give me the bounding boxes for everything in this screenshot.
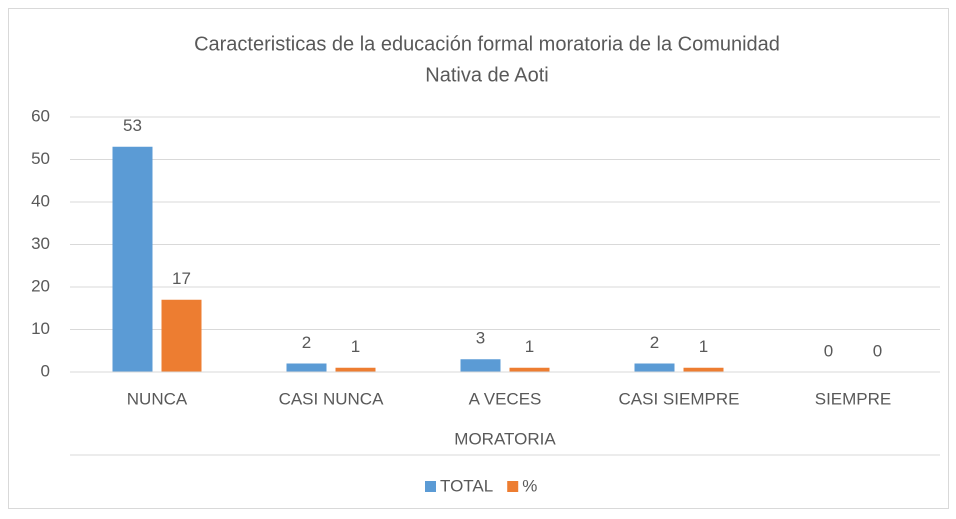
bar [509, 367, 550, 372]
y-tick-label: 50 [31, 149, 50, 168]
data-label: 1 [525, 337, 534, 356]
x-tick-label: SIEMPRE [815, 389, 892, 408]
data-label: 2 [650, 333, 659, 352]
legend-label: % [522, 476, 537, 495]
bar [683, 367, 724, 372]
y-tick-label: 10 [31, 319, 50, 338]
data-label: 1 [351, 337, 360, 356]
y-tick-label: 40 [31, 191, 50, 210]
bar [634, 363, 675, 372]
data-label: 53 [123, 116, 142, 135]
chart-frame [8, 8, 949, 509]
data-label: 2 [302, 333, 311, 352]
y-tick-label: 60 [31, 106, 50, 125]
x-tick-label: CASI SIEMPRE [619, 389, 740, 408]
bar [335, 367, 376, 372]
data-label: 3 [476, 329, 485, 348]
data-label: 0 [824, 341, 833, 360]
y-tick-label: 20 [31, 276, 50, 295]
bar [161, 299, 202, 372]
x-axis-label: MORATORIA [454, 429, 556, 448]
chart-title: Nativa de Aoti [425, 64, 548, 86]
data-label: 17 [172, 269, 191, 288]
y-tick-label: 0 [41, 361, 50, 380]
legend-swatch [507, 481, 519, 492]
bar [460, 359, 501, 372]
legend-label: TOTAL [440, 476, 493, 495]
x-tick-label: A VECES [469, 389, 542, 408]
legend-swatch [425, 481, 436, 492]
y-tick-label: 30 [31, 234, 50, 253]
bar [112, 146, 153, 372]
chart-title: Caracteristicas de la educación formal m… [194, 33, 780, 55]
x-tick-label: CASI NUNCA [279, 389, 385, 408]
bar [286, 363, 327, 372]
data-label: 0 [873, 341, 882, 360]
data-label: 1 [699, 337, 708, 356]
x-tick-label: NUNCA [127, 389, 188, 408]
